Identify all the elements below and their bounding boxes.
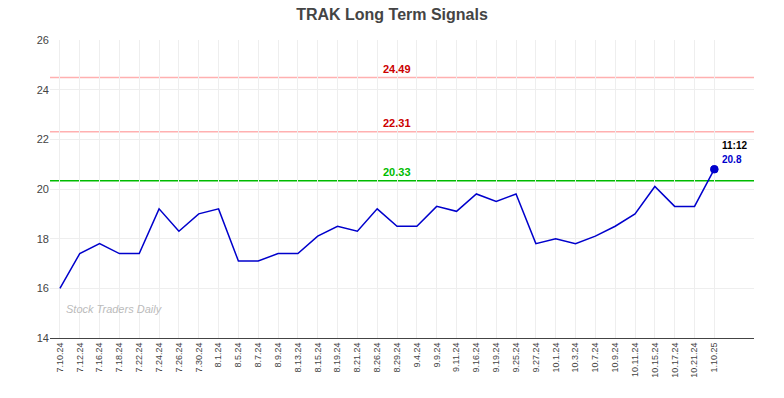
svg-text:10.9.24: 10.9.24 (610, 343, 620, 373)
svg-text:7.22.24: 7.22.24 (134, 343, 144, 373)
svg-text:8.26.24: 8.26.24 (372, 343, 382, 373)
svg-text:8.19.24: 8.19.24 (332, 343, 342, 373)
svg-text:10.1.24: 10.1.24 (551, 343, 561, 373)
svg-text:26: 26 (37, 34, 49, 46)
svg-text:8.5.24: 8.5.24 (233, 343, 243, 368)
svg-text:7.16.24: 7.16.24 (95, 343, 105, 373)
svg-text:22.31: 22.31 (383, 117, 411, 129)
svg-text:Stock Traders Daily: Stock Traders Daily (66, 303, 163, 315)
svg-text:7.12.24: 7.12.24 (75, 343, 85, 373)
svg-text:9.16.24: 9.16.24 (471, 343, 481, 373)
svg-text:9.11.24: 9.11.24 (451, 343, 461, 372)
svg-text:7.26.24: 7.26.24 (174, 343, 184, 373)
svg-text:8.1.24: 8.1.24 (213, 343, 223, 368)
svg-text:18: 18 (37, 233, 49, 245)
svg-text:14: 14 (37, 332, 49, 344)
svg-text:10.21.24: 10.21.24 (689, 343, 699, 378)
svg-text:10.17.24: 10.17.24 (670, 343, 680, 378)
svg-text:7.18.24: 7.18.24 (114, 343, 124, 373)
svg-text:22: 22 (37, 133, 49, 145)
svg-text:16: 16 (37, 282, 49, 294)
svg-text:9.4.24: 9.4.24 (412, 343, 422, 368)
svg-text:8.9.24: 8.9.24 (273, 343, 283, 368)
svg-text:8.21.24: 8.21.24 (352, 343, 362, 373)
svg-text:9.27.24: 9.27.24 (531, 343, 541, 373)
svg-text:20: 20 (37, 183, 49, 195)
svg-text:20.33: 20.33 (383, 166, 411, 178)
svg-text:10.15.24: 10.15.24 (650, 343, 660, 378)
svg-text:10.7.24: 10.7.24 (590, 343, 600, 373)
svg-text:7.30.24: 7.30.24 (194, 343, 204, 373)
svg-text:9.9.24: 9.9.24 (432, 343, 442, 368)
svg-text:9.19.24: 9.19.24 (491, 343, 501, 373)
svg-text:7.24.24: 7.24.24 (154, 343, 164, 373)
svg-text:TRAK Long Term Signals: TRAK Long Term Signals (296, 6, 488, 23)
svg-text:1.10.25: 1.10.25 (709, 343, 719, 373)
svg-text:24: 24 (37, 84, 49, 96)
svg-text:8.29.24: 8.29.24 (392, 343, 402, 373)
svg-text:9.25.24: 9.25.24 (511, 343, 521, 373)
svg-text:24.49: 24.49 (383, 63, 411, 75)
svg-text:10.3.24: 10.3.24 (570, 343, 580, 373)
svg-text:10.11.24: 10.11.24 (630, 343, 640, 377)
svg-text:8.15.24: 8.15.24 (313, 343, 323, 373)
svg-text:7.10.24: 7.10.24 (55, 343, 65, 373)
svg-text:8.13.24: 8.13.24 (293, 343, 303, 373)
svg-text:20.8: 20.8 (722, 154, 742, 165)
svg-text:11:12: 11:12 (722, 140, 747, 151)
svg-text:8.7.24: 8.7.24 (253, 343, 263, 368)
